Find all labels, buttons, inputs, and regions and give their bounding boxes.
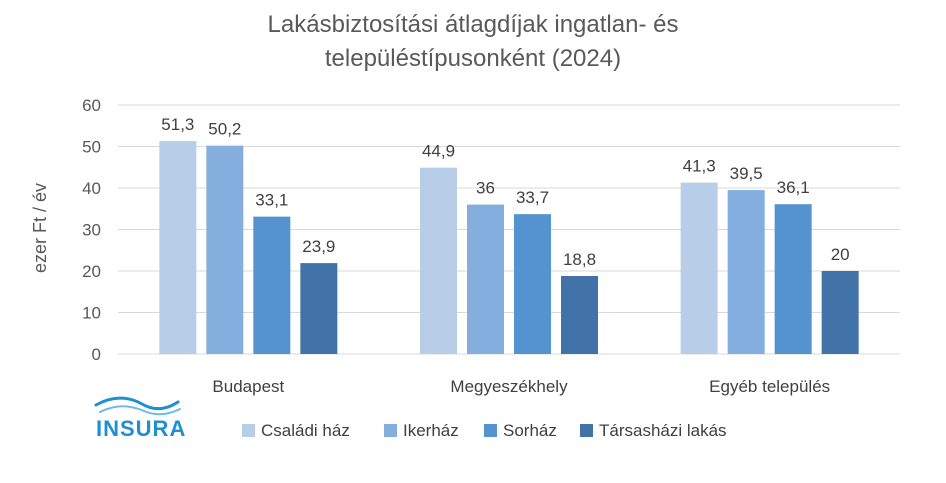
- legend: Családi ház Ikerház Sorház Társasházi lakás: [242, 421, 727, 440]
- data-label: 36: [476, 179, 495, 198]
- y-tick-label: 60: [82, 96, 101, 115]
- legend-swatch: [242, 424, 255, 437]
- y-tick-label: 50: [82, 138, 101, 157]
- y-tick-label: 20: [82, 262, 101, 281]
- bar-0-2: [253, 216, 291, 354]
- bar-1-0: [420, 167, 457, 354]
- insura-logo: INSURA: [94, 396, 186, 441]
- legend-label: Családi ház: [261, 421, 350, 440]
- legend-swatch: [484, 424, 497, 437]
- logo-text: INSURA: [96, 416, 186, 441]
- bar-2-1: [727, 190, 765, 354]
- data-label: 44,9: [422, 142, 455, 161]
- bar-2-3: [821, 271, 859, 354]
- y-tick-label: 40: [82, 179, 101, 198]
- data-label: 20: [831, 245, 850, 264]
- legend-label: Társasházi lakás: [599, 421, 727, 440]
- legend-label: Sorház: [503, 421, 557, 440]
- data-label: 50,2: [208, 120, 241, 139]
- bar-1-1: [467, 204, 504, 354]
- bar-2-0: [680, 182, 718, 354]
- legend-swatch: [580, 424, 593, 437]
- category-label: Budapest: [212, 377, 284, 396]
- bar-0-0: [159, 141, 197, 354]
- data-label: 33,7: [516, 188, 549, 207]
- logo-wave-2-icon: [99, 405, 181, 416]
- logo-wave-icon: [94, 396, 180, 411]
- data-label: 18,8: [563, 250, 596, 269]
- bar-0-1: [206, 145, 244, 354]
- bar-0-3: [300, 263, 338, 354]
- y-axis-label: ezer Ft / év: [30, 183, 50, 273]
- y-tick-label: 0: [92, 345, 101, 364]
- y-tick-label: 30: [82, 221, 101, 240]
- bar-1-3: [561, 275, 598, 354]
- legend-swatch: [384, 424, 397, 437]
- data-label: 33,1: [255, 191, 288, 210]
- category-label: Egyéb település: [709, 377, 830, 396]
- data-label: 39,5: [730, 164, 763, 183]
- y-tick-label: 10: [82, 304, 101, 323]
- chart-title: Lakásbiztosítási átlagdíjak ingatlan- és…: [268, 11, 679, 72]
- data-label: 36,1: [777, 178, 810, 197]
- bar-1-2: [514, 214, 551, 354]
- chart-title-line-1: Lakásbiztosítási átlagdíjak ingatlan- és: [268, 11, 679, 38]
- category-label: Megyeszékhely: [450, 377, 568, 396]
- data-labels: 51,3 50,2 33,1 23,9 44,9 36 33,7 18,8 41,3 39,5 36…: [161, 115, 849, 269]
- category-labels: Budapest Megyeszékhely Egyéb település: [212, 377, 830, 396]
- data-label: 51,3: [161, 115, 194, 134]
- bars: [159, 141, 859, 354]
- legend-label: Ikerház: [403, 421, 459, 440]
- data-label: 41,3: [683, 157, 716, 176]
- bar-2-2: [774, 204, 812, 354]
- chart-title-line-2: településtípusonként (2024): [325, 45, 621, 72]
- grid-lines: [118, 104, 900, 355]
- data-label: 23,9: [302, 237, 335, 256]
- y-tick-labels: 0 10 20 30 40 50 60: [82, 96, 101, 364]
